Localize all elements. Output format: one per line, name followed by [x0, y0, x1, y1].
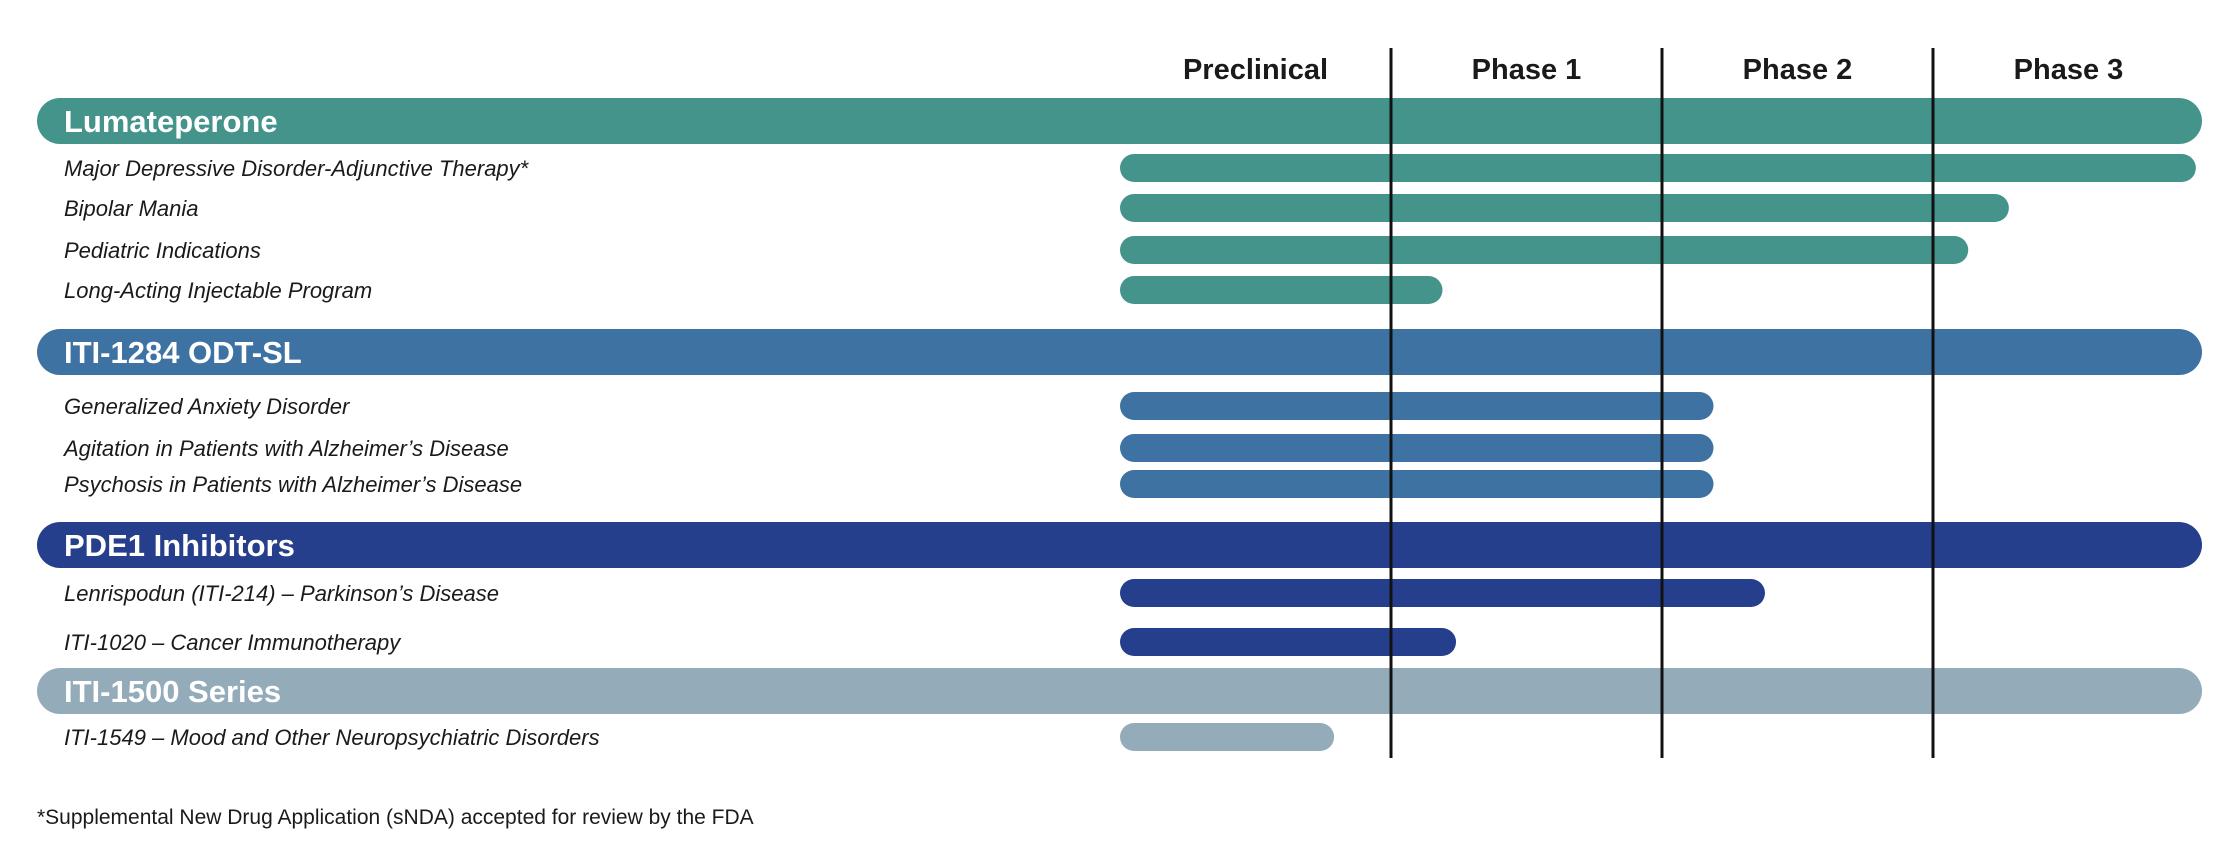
- program-bar: [1120, 723, 1335, 751]
- program-bar: [1120, 434, 1714, 462]
- program-bar: [1120, 154, 2196, 182]
- program-bar: [1120, 236, 1969, 264]
- phase-label: Phase 1: [1472, 54, 1582, 86]
- phase-label: Preclinical: [1183, 54, 1328, 86]
- phase-label: Phase 3: [2014, 54, 2124, 86]
- program-label: ITI-1549 – Mood and Other Neuropsychiatr…: [64, 725, 600, 750]
- group-label: ITI-1284 ODT-SL: [64, 335, 302, 370]
- program-label: Generalized Anxiety Disorder: [64, 394, 351, 419]
- program-label: Bipolar Mania: [64, 196, 199, 221]
- program-label: Psychosis in Patients with Alzheimer’s D…: [64, 472, 522, 497]
- group-label: ITI-1500 Series: [64, 674, 281, 709]
- group-band: [37, 668, 2202, 714]
- program-label: Pediatric Indications: [64, 238, 261, 263]
- footnote: *Supplemental New Drug Application (sNDA…: [37, 806, 754, 829]
- program-bar: [1120, 470, 1714, 498]
- program-bar: [1120, 392, 1714, 420]
- program-bar: [1120, 276, 1443, 304]
- pipeline-chart: Lumateperone Major Depressive Disorder-Ad…: [37, 48, 2202, 758]
- phase-label: Phase 2: [1743, 54, 1853, 86]
- group-band: [37, 98, 2202, 144]
- program-bar: [1120, 579, 1765, 607]
- program-label: Agitation in Patients with Alzheimer’s D…: [62, 436, 509, 461]
- program-label: Lenrispodun (ITI-214) – Parkinson’s Dise…: [64, 581, 499, 606]
- group-label: PDE1 Inhibitors: [64, 528, 295, 563]
- group-label: Lumateperone: [64, 104, 278, 139]
- program-label: Major Depressive Disorder-Adjunctive The…: [64, 156, 530, 181]
- group-band: [37, 329, 2202, 375]
- program-label: Long-Acting Injectable Program: [64, 278, 372, 303]
- program-bar: [1120, 194, 2009, 222]
- group-band: [37, 522, 2202, 568]
- program-label: ITI-1020 – Cancer Immunotherapy: [64, 630, 402, 655]
- program-bar: [1120, 628, 1457, 656]
